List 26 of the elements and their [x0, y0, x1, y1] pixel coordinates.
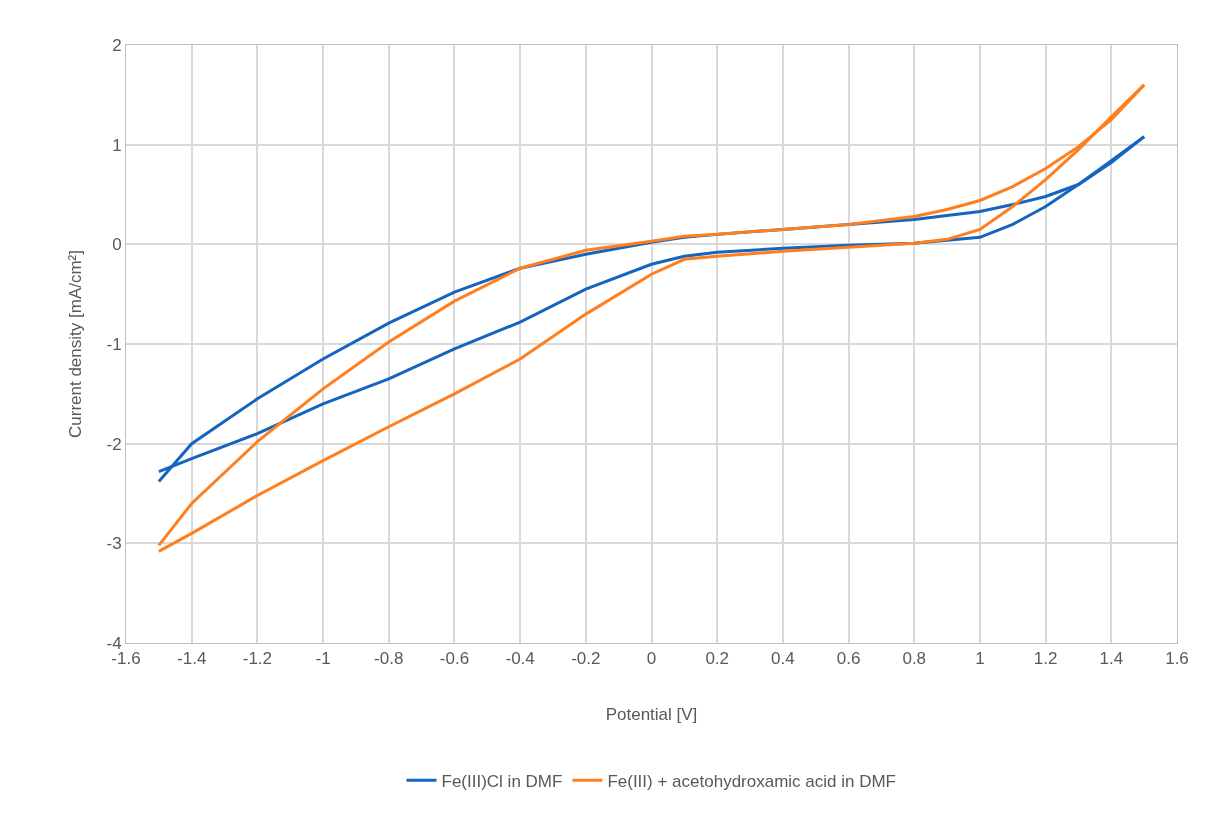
x-tick-label: 0.6: [836, 649, 861, 669]
x-tick-label: 0.4: [771, 649, 795, 669]
x-tick-label: 1.6: [1165, 649, 1189, 669]
x-tick-label: -0.8: [374, 649, 404, 669]
y-tick-label: -1: [106, 334, 122, 354]
y-tick-label: 2: [112, 35, 122, 55]
y-tick-label: -3: [106, 534, 122, 554]
y-tick-label: -2: [106, 434, 122, 454]
x-tick-label: 0.2: [705, 649, 730, 669]
x-tick-label: -1.2: [242, 649, 273, 669]
x-tick-label: -0.6: [439, 649, 470, 669]
x-tick-label: -1: [315, 649, 331, 669]
x-tick-label: 1.4: [1099, 649, 1124, 669]
x-tick-label: -0.2: [571, 649, 601, 669]
x-axis-title: Potential [V]: [605, 704, 698, 724]
x-tick-label: 0.8: [902, 649, 927, 669]
legend-label: Fe(III) + acetohydroxamic acid in DMF: [607, 771, 897, 791]
x-tick-label: -0.4: [505, 649, 535, 669]
x-tick-label: 1.2: [1033, 649, 1058, 669]
x-tick-label: 1: [975, 649, 985, 669]
y-axis-title: Current density [mA/cm²]: [66, 250, 86, 438]
y-tick-label: 1: [112, 135, 122, 155]
legend-label: Fe(III)Cl in DMF: [441, 771, 563, 791]
y-tick-label: 0: [112, 235, 122, 255]
x-tick-label: 0: [646, 649, 657, 669]
x-tick-label: -1.4: [177, 649, 207, 669]
